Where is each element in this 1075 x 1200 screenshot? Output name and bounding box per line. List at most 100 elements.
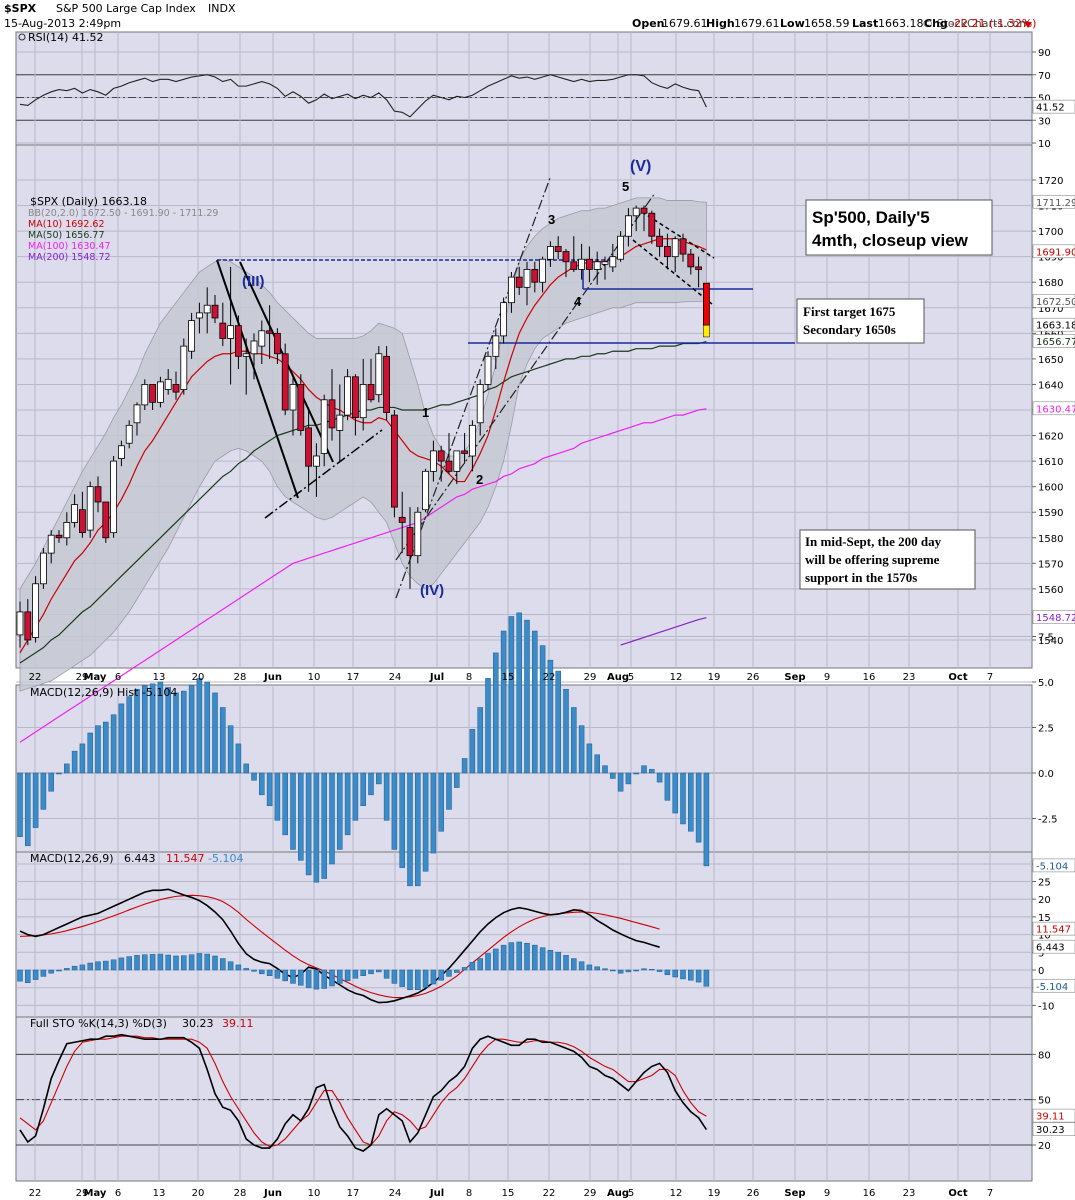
macd-hist-tick-label: -2.5 — [1038, 815, 1058, 826]
candle-body — [632, 207, 640, 217]
candle-body — [211, 304, 219, 319]
macd-hist-bar — [391, 772, 398, 850]
watermark: © StockCharts.com — [922, 17, 1030, 30]
macd-panel-hist-bar — [508, 942, 515, 971]
rsi-tick-label: 90 — [1038, 48, 1051, 59]
macd-hist-bar — [48, 772, 54, 792]
macd-hist-bar — [594, 754, 600, 774]
rsi-panel — [15, 31, 1033, 146]
dashdot-channel-lower — [395, 192, 656, 561]
x-axis-label: 26 — [747, 1188, 760, 1199]
macd-panel-hist-bar — [610, 969, 616, 972]
macd-hist-bar — [376, 772, 382, 785]
macd-hist-bar — [368, 772, 374, 796]
candle-body — [281, 353, 289, 411]
candle-body — [609, 256, 617, 268]
x-axis-label: 8 — [466, 672, 472, 683]
price-tick-label: 1560 — [1038, 585, 1063, 596]
price-tag-bg — [1032, 244, 1075, 259]
macd-hist-bar — [547, 659, 554, 774]
macd-hist-bar — [71, 750, 78, 774]
x-axis-label: 22 — [29, 672, 42, 683]
macd-hist-tick-label: 5.0 — [1038, 678, 1054, 689]
candle-body — [141, 384, 149, 406]
x-axis-label: 9 — [824, 672, 830, 683]
candle-body — [320, 399, 328, 454]
candle-body — [102, 501, 110, 539]
macd-hist-bar — [149, 683, 156, 774]
index-name: S&P 500 Large Cap Index — [56, 2, 196, 15]
high-value: 1679.61 — [734, 17, 780, 30]
sto-d-line — [19, 1035, 707, 1148]
x-axis-label: Aug — [607, 1188, 629, 1199]
macd-panel-hist-bar — [571, 958, 577, 971]
x-axis-label: May — [84, 672, 107, 683]
candle-body — [437, 450, 445, 462]
x-axis-label: 5 — [628, 1188, 634, 1199]
macd-hist-bar — [664, 772, 671, 801]
macd-legend-macd: 6.443 — [124, 852, 156, 865]
candle-body — [195, 312, 203, 319]
macd-panel-hist-bar — [586, 964, 593, 971]
candle-body — [312, 455, 320, 467]
macd-hist-bar — [656, 772, 663, 783]
macd-hist-bar — [500, 630, 507, 774]
rsi-tick-label: 30 — [1038, 116, 1051, 127]
note-target-line2: Secondary 1650s — [803, 322, 896, 337]
macd-panel-hist-bar — [641, 968, 647, 971]
x-axis-label: 5 — [628, 672, 634, 683]
rsi-tick-label: 70 — [1038, 71, 1051, 82]
macd-hist-bar — [524, 619, 530, 774]
price-tag: 1711.29 — [1036, 198, 1075, 209]
macd-hist-bar — [446, 772, 452, 810]
macd-hist-last-tag: -5.104 — [1036, 861, 1068, 872]
macd-panel-hist-bar — [430, 969, 437, 985]
macd-panel-hist-bar — [352, 969, 359, 979]
macd-panel-hist-bar — [695, 969, 702, 983]
macd-hist-bar — [110, 714, 117, 774]
macd-hist-bar — [274, 772, 281, 821]
price-tag-bg — [1032, 194, 1075, 209]
macd-panel-hist-bar — [95, 961, 101, 971]
macd-legend-signal: 11.547 — [166, 852, 205, 865]
x-axis-label: Aug — [607, 672, 629, 683]
macd-hist-bar — [422, 772, 429, 872]
macd-hist-bar — [399, 772, 405, 868]
macd-hist-bar — [633, 772, 639, 775]
macd-tag: -5.104 — [1036, 982, 1068, 993]
candle-body — [554, 246, 562, 252]
candle-body — [531, 269, 539, 283]
macd-panel-hist-bar — [516, 941, 522, 971]
price-tick-label: 1620 — [1038, 432, 1063, 443]
macd-panel-hist-bar — [493, 948, 499, 971]
macd-hist-bar — [688, 772, 694, 832]
macd-panel-hist-bar — [196, 953, 203, 971]
macd-panel-hist-bar — [376, 969, 382, 973]
macd-hist-bar — [251, 772, 257, 781]
candle-body — [429, 450, 437, 472]
high-label: High — [706, 17, 735, 30]
macd-hist-bar — [40, 772, 47, 810]
macd-panel-hist-bar — [391, 969, 398, 984]
price-tag-bg — [1032, 317, 1075, 332]
macd-panel-hist-bar — [220, 958, 226, 971]
macd-hist-bar — [142, 685, 148, 774]
x-axis-label: 22 — [543, 672, 556, 683]
macd-hist-bar — [321, 772, 327, 879]
macd-tick-label: 25 — [1038, 878, 1051, 889]
macd-hist-bar — [32, 772, 39, 828]
candle-body — [63, 522, 71, 539]
candle-body — [219, 322, 227, 339]
macd-hist-bar — [555, 670, 561, 774]
candle-body — [149, 384, 157, 403]
macd-panel-hist-bar — [337, 969, 343, 984]
x-axis-label: 28 — [234, 672, 247, 683]
x-axis-label: 28 — [234, 1188, 247, 1199]
datetime: 15-Aug-2013 2:49pm — [4, 17, 121, 30]
candle-body — [507, 276, 515, 304]
candle-body — [375, 353, 383, 396]
macd-panel-hist-bar — [173, 955, 179, 971]
macd-panel-hist-bar — [305, 969, 312, 989]
candle-body — [625, 215, 632, 237]
